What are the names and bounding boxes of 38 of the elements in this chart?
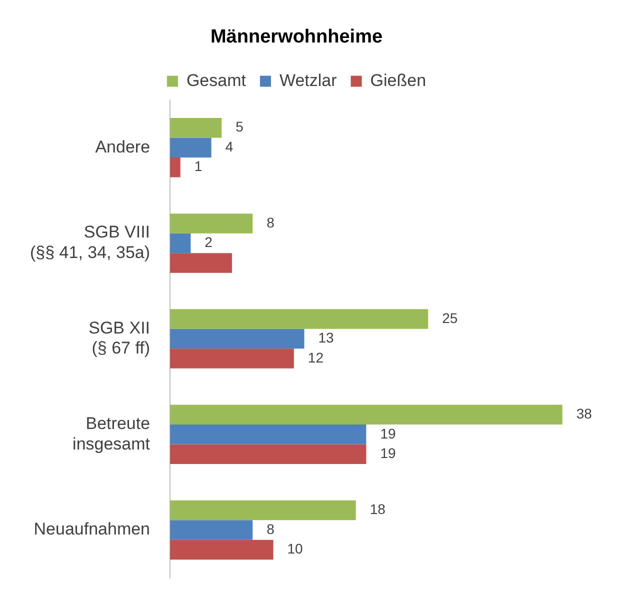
- bar: [170, 520, 253, 540]
- data-label: 2: [204, 234, 213, 250]
- chart-title: Männerwohnheime: [210, 26, 383, 48]
- legend-label: Gießen: [370, 70, 426, 90]
- data-label: 19: [380, 425, 396, 442]
- legend-label: Wetzlar: [279, 70, 338, 90]
- bar: [170, 444, 366, 464]
- data-label: 1: [194, 158, 202, 174]
- bar: [170, 404, 562, 425]
- data-label: 8: [266, 214, 275, 230]
- data-label: 13: [318, 330, 334, 346]
- bar: [170, 138, 212, 158]
- y-tick-label: SGB XII (§ 67 ff): [88, 318, 150, 358]
- y-tick-label: Neuaufnahmen: [34, 520, 150, 539]
- data-label: 8: [266, 520, 275, 537]
- data-label: 18: [370, 501, 386, 518]
- data-label: 4: [225, 138, 234, 154]
- bar: [170, 328, 304, 349]
- bar: [170, 157, 180, 178]
- bar: [170, 540, 274, 560]
- data-label: 19: [380, 445, 396, 462]
- y-tick-label: Andere: [95, 137, 150, 156]
- legend-label: Gesamt: [186, 70, 246, 90]
- bar: [170, 233, 191, 254]
- data-label: 5: [236, 118, 244, 135]
- bar: [170, 424, 366, 444]
- data-label: 38: [576, 406, 592, 422]
- bar: [170, 500, 356, 520]
- bar: [170, 214, 253, 234]
- bar: [170, 348, 294, 368]
- y-tick-label: SGB VIII (§§ 41, 34, 35a): [30, 222, 150, 262]
- bar: [170, 309, 428, 329]
- data-label: 12: [308, 349, 324, 366]
- bar: [170, 253, 232, 273]
- y-tick-label: Betreute insgesamt: [72, 414, 150, 454]
- bar: [170, 118, 222, 138]
- data-label: 25: [442, 310, 458, 326]
- data-label: 10: [287, 540, 304, 557]
